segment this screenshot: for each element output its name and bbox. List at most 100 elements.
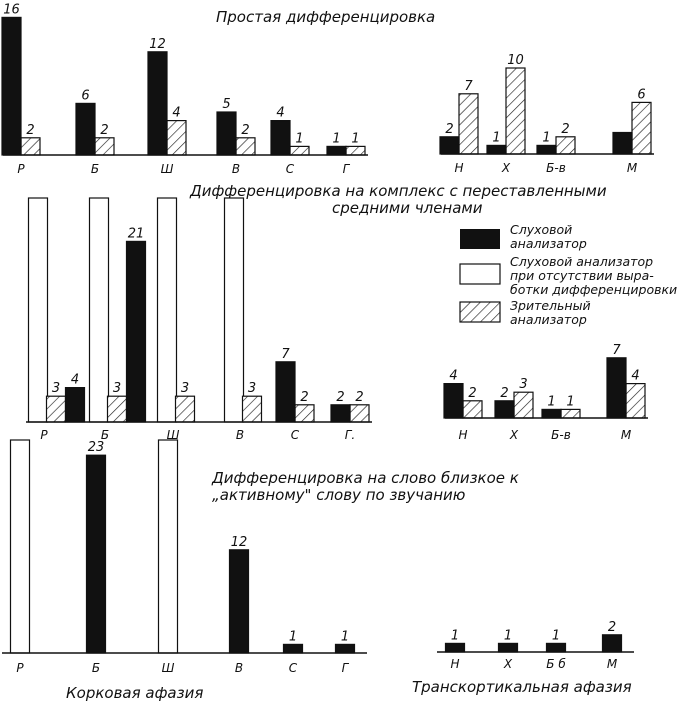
bar-visual [555, 136, 576, 155]
data-label: 4 [172, 106, 180, 121]
tick-label: Б [91, 162, 99, 176]
caption-cortical-aphasia: Корковая афазия [66, 684, 203, 702]
tick-label: Х [509, 428, 519, 442]
tick-label: Б б [546, 657, 566, 671]
bar-visual [20, 137, 41, 156]
legend-label-visual-line2: анализатор [510, 312, 587, 327]
tick-label: С [289, 661, 298, 675]
bar-visual [174, 395, 196, 423]
bar-auditory [545, 642, 567, 653]
tick-label: Х [503, 657, 513, 671]
data-label: 10 [507, 53, 524, 68]
bar-visual [45, 395, 67, 423]
tick-label: В [235, 661, 243, 675]
data-label: 1 [451, 628, 459, 643]
bar-auditory [125, 240, 147, 423]
bar-auditory-absent [223, 197, 245, 423]
tick-label: Г [342, 661, 350, 675]
bar-auditory [85, 454, 107, 654]
legend-label-auditory-line2: анализатор [510, 236, 587, 251]
tick-label: Р [16, 661, 24, 675]
data-label: 12 [149, 37, 166, 52]
data-label: 2 [336, 390, 344, 405]
data-label: 1 [289, 629, 297, 644]
bar-auditory [326, 145, 347, 156]
bar-auditory [606, 357, 627, 419]
data-label: 1 [295, 131, 303, 146]
tick-label: М [627, 161, 638, 175]
bar-auditory [497, 642, 519, 653]
panel3-title-line2: „активному" слову по звучанию [212, 486, 465, 504]
legend-swatch-visual [459, 301, 501, 323]
data-label: 2 [468, 386, 476, 401]
bar-auditory [275, 361, 296, 423]
bar-auditory [1, 16, 22, 156]
data-label: 3 [113, 381, 121, 396]
tick-label: Г [343, 162, 351, 176]
data-label: 6 [81, 88, 89, 103]
bar-visual [349, 404, 370, 423]
tick-label: С [286, 162, 295, 176]
data-label: 1 [566, 394, 574, 409]
panel2-title-line1: Дифференцировка на комплекс с переставле… [189, 182, 607, 200]
bar-auditory [439, 136, 460, 155]
bar-visual [625, 383, 646, 419]
legend: Слуховой анализатор Слуховой анализатор … [459, 222, 677, 327]
tick-label: Н [450, 657, 459, 671]
tick-label: С [291, 428, 300, 442]
legend-label-auditory-absent-line3: ботки дифференцировки [510, 282, 677, 297]
tick-label: Р [17, 162, 25, 176]
bar-visual [505, 67, 526, 155]
legend-label-auditory-line1: Слуховой [510, 222, 572, 237]
data-label: 23 [88, 440, 105, 455]
tick-label: Ш [161, 162, 174, 176]
bar-auditory [330, 404, 351, 423]
bar-auditory [486, 144, 507, 155]
bar-visual [631, 101, 652, 155]
bar-visual [294, 404, 315, 423]
tick-label: Б-в [551, 428, 571, 442]
data-label: 1 [504, 628, 512, 643]
tick-label: Х [501, 161, 511, 175]
bar-auditory [270, 119, 291, 156]
data-label: 2 [445, 122, 453, 137]
bar-visual [166, 119, 187, 156]
bar-auditory-absent [156, 197, 178, 423]
bar-auditory [443, 383, 464, 419]
data-label: 2 [355, 390, 363, 405]
data-label: 2 [241, 123, 249, 138]
bar-auditory [444, 642, 466, 653]
panel2-title-line2: средними членами [332, 199, 483, 217]
bar-auditory-absent [157, 439, 179, 654]
bar-auditory [64, 387, 86, 423]
data-label: 7 [281, 347, 290, 362]
bar-visual [462, 400, 483, 419]
bar-visual [235, 137, 256, 156]
data-label: 3 [52, 381, 60, 396]
data-label: 5 [222, 97, 230, 112]
bar-auditory [541, 408, 562, 419]
bar-visual [560, 408, 581, 419]
tick-label: Н [458, 428, 467, 442]
bar-auditory-absent [27, 197, 49, 423]
data-label: 4 [631, 369, 639, 384]
data-label: 4 [71, 373, 79, 388]
data-label: 4 [276, 106, 284, 121]
data-label: 7 [612, 343, 621, 358]
tick-label: Р [40, 428, 48, 442]
bar-auditory [147, 51, 168, 156]
data-label: 3 [181, 381, 189, 396]
tick-label: Ш [162, 661, 175, 675]
bar-auditory [228, 549, 250, 654]
bar-auditory [601, 634, 623, 653]
panel1-title: Простая дифференцировка [216, 8, 435, 26]
data-label: 1 [332, 131, 340, 146]
data-label: 1 [351, 131, 359, 146]
data-label: 2 [608, 620, 616, 635]
bar-auditory [216, 111, 237, 156]
data-label: 16 [3, 2, 20, 17]
data-label: 6 [637, 87, 645, 102]
legend-label-visual-line1: Зрительный [510, 298, 591, 313]
data-label: 3 [519, 377, 527, 392]
